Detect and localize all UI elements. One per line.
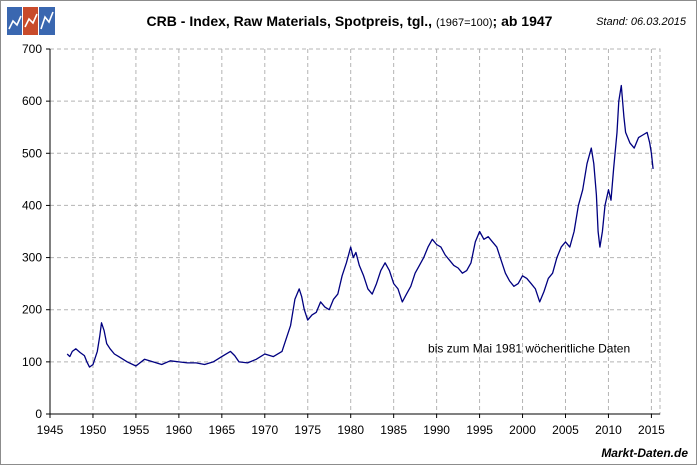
x-tick-label: 1980 <box>337 423 364 437</box>
y-tick-label: 500 <box>22 146 42 160</box>
x-tick-label: 2010 <box>595 423 622 437</box>
y-tick-label: 600 <box>22 94 42 108</box>
x-tick-label: 1955 <box>123 423 150 437</box>
series-line <box>66 84 654 368</box>
y-tick-label: 400 <box>22 198 42 212</box>
x-tick-label: 1975 <box>294 423 321 437</box>
y-axis-ticks: 0 100 200 300 400 500 600 700 <box>22 42 42 421</box>
x-tick-label: 2015 <box>638 423 665 437</box>
x-tick-label: 1985 <box>380 423 407 437</box>
x-tick-label: 2000 <box>509 423 536 437</box>
y-tick-label: 0 <box>35 407 42 421</box>
chart-annotation: bis zum Mai 1981 wöchentliche Daten <box>428 341 630 355</box>
plot-area <box>49 48 661 415</box>
title-main: CRB - Index, Raw Materials, Spotpreis, t… <box>146 13 433 29</box>
x-tick-label: 1960 <box>166 423 193 437</box>
markt-daten-logo-icon <box>7 7 55 35</box>
y-tick-label: 700 <box>22 42 42 56</box>
data-date: Stand: 06.03.2015 <box>596 16 686 28</box>
x-tick-label: 1995 <box>466 423 493 437</box>
chart-title: CRB - Index, Raw Materials, Spotpreis, t… <box>1 13 697 29</box>
y-tick-label: 300 <box>22 251 42 265</box>
series <box>66 84 654 368</box>
title-base: (1967=100) <box>435 17 493 29</box>
x-tick-label: 1970 <box>251 423 278 437</box>
y-tick-label: 100 <box>22 355 42 369</box>
grid <box>49 48 661 415</box>
x-tick-label: 1990 <box>423 423 450 437</box>
x-tick-label: 1965 <box>208 423 235 437</box>
axes <box>46 48 660 418</box>
brand-label: Markt-Daten.de <box>601 446 688 460</box>
x-axis-ticks: 1945 1950 1955 1960 1965 1970 1975 1980 1985 1990… <box>37 423 665 437</box>
title-suffix: ; ab 1947 <box>492 13 553 29</box>
x-tick-label: 1945 <box>37 423 64 437</box>
y-tick-label: 200 <box>22 303 42 317</box>
x-tick-label: 2005 <box>552 423 579 437</box>
x-tick-label: 1950 <box>80 423 107 437</box>
